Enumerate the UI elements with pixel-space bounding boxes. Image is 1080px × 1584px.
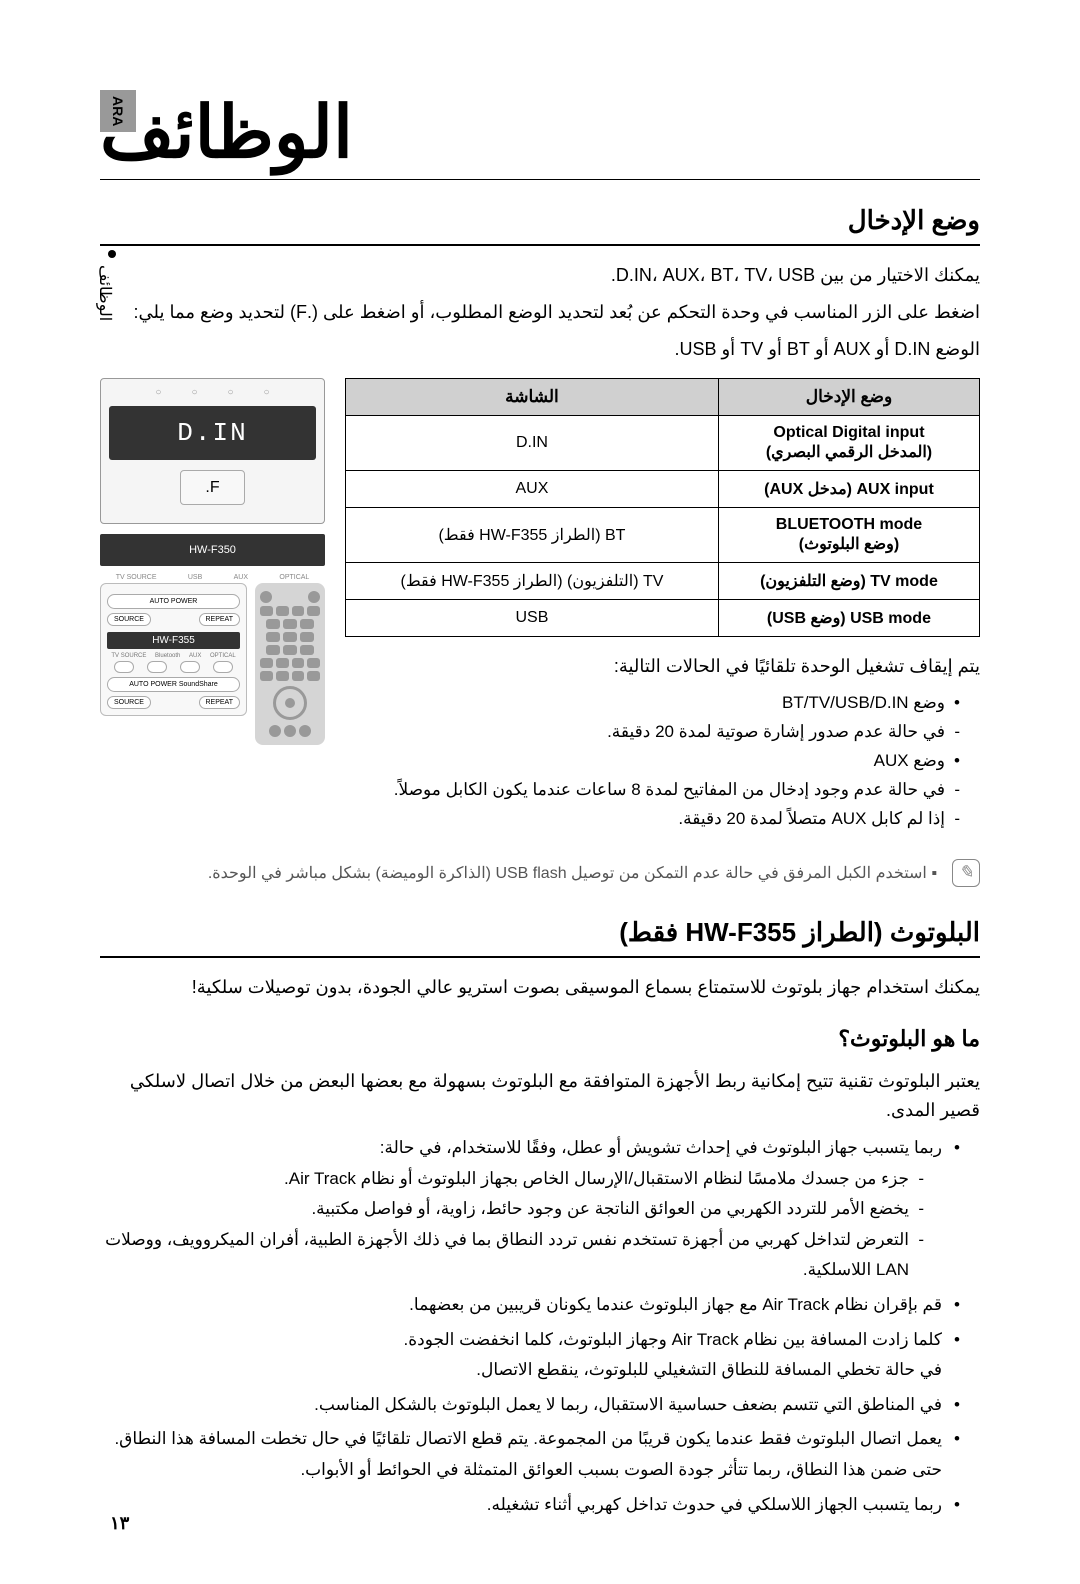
table-row: AUX input (مدخل AUX) AUX	[346, 471, 980, 508]
list-item: يعمل اتصال البلوتوث فقط عندما يكون قريبً…	[100, 1424, 960, 1485]
note-icon: ✎	[952, 859, 980, 887]
list-item: وضع BT/TV/USB/D.IN	[345, 689, 960, 718]
table-cell: AUX	[346, 471, 719, 508]
intro-text-2: اضغط على الزر المناسب في وحدة التحكم عن …	[100, 298, 980, 327]
device-illustration: ○○○○ D.IN F. HW-F350 OPTICAL AUX USB TV …	[100, 378, 325, 833]
autooff-intro: يتم إيقاف تشغيل الوحدة تلقائيًا في الحال…	[345, 652, 980, 681]
table-header-display: الشاشة	[346, 379, 719, 416]
language-tab: ARA	[100, 90, 136, 132]
list-item: وضع AUX	[345, 747, 960, 776]
page-title: الوظائف	[100, 90, 980, 180]
list-item: جزء من جسدك ملامسًا لنظام الاستقبال/الإر…	[100, 1164, 924, 1195]
table-row: TV mode (وضع التلفزيون) TV (التلفزيون) (…	[346, 563, 980, 600]
note-bullet: ▪	[931, 865, 937, 882]
f-button: F.	[180, 470, 245, 505]
list-item: في المناطق التي تتسم بضعف حساسية الاستقب…	[100, 1390, 960, 1421]
list-item: يخضع الأمر للتردد الكهربي من العوائق الن…	[100, 1194, 924, 1225]
list-item: قم بإقران نظام Air Track مع جهاز البلوتو…	[100, 1290, 960, 1321]
side-bullet	[108, 250, 116, 258]
side-section-label: الوظائف	[95, 265, 114, 321]
page-number: ١٣	[110, 1513, 129, 1534]
remote-control	[255, 583, 325, 745]
note-text: استخدم الكبل المرفق في حالة عدم التمكن م…	[208, 865, 927, 882]
note-box: ✎ ▪ استخدم الكبل المرفق في حالة عدم التم…	[100, 854, 980, 892]
table-cell: D.IN	[346, 416, 719, 471]
table-row: USB mode (وضع USB) USB	[346, 600, 980, 637]
table-cell: USB	[346, 600, 719, 637]
list-item: إذا لم كابل AUX متصلاً لمدة 20 دقيقة.	[345, 805, 960, 834]
list-item: في حالة عدم وجود إدخال من المفاتيح لمدة …	[345, 776, 960, 805]
intro-text-1: يمكنك الاختيار من بين D.IN، AUX، BT، TV،…	[100, 261, 980, 290]
table-row: BLUETOOTH mode (وضع البلوتوث) BT (الطراز…	[346, 508, 980, 563]
section-bluetooth-title: البلوتوث (الطراز HW-F355 فقط)	[100, 917, 980, 958]
table-cell: Optical Digital input (المدخل الرقمي الب…	[718, 416, 979, 471]
list-item: ربما يتسبب جهاز البلوتوث في إحداث تشويش …	[100, 1133, 960, 1286]
list-item: في حالة عدم صدور إشارة صوتية لمدة 20 دقي…	[345, 718, 960, 747]
table-cell: BLUETOOTH mode (وضع البلوتوث)	[718, 508, 979, 563]
table-cell: TV (التلفزيون) (الطراز HW-F355 فقط)	[346, 563, 719, 600]
section-input-mode-title: وضع الإدخال	[100, 205, 980, 246]
table-cell: BT (الطراز HW-F355 فقط)	[346, 508, 719, 563]
bt-subtitle: ما هو البلوتوث؟	[100, 1026, 980, 1052]
table-cell: USB mode (وضع USB)	[718, 600, 979, 637]
list-item: التعرض لتداخل كهربي من أجهزة تستخدم نفس …	[100, 1225, 924, 1286]
lcd-display: D.IN	[109, 406, 316, 460]
list-item: كلما زادت المسافة بين نظام Air Track وجه…	[100, 1325, 960, 1386]
table-cell: TV mode (وضع التلفزيون)	[718, 563, 979, 600]
table-header-mode: وضع الإدخال	[718, 379, 979, 416]
list-item: ربما يتسبب الجهاز اللاسلكي في حدوث تداخل…	[100, 1490, 960, 1521]
bt-intro: يمكنك استخدام جهاز بلوتوث للاستمتاع بسما…	[100, 973, 980, 1002]
table-row: Optical Digital input (المدخل الرقمي الب…	[346, 416, 980, 471]
input-mode-table: وضع الإدخال الشاشة Optical Digital input…	[345, 378, 980, 637]
bt-paragraph: يعتبر البلوتوث تقنية تتيح إمكانية ربط ال…	[100, 1067, 980, 1125]
remote-detail: AUTO POWER REPEAT SOURCE HW-F355 OPTICAL…	[100, 583, 247, 716]
soundbar-hw-f350: HW-F350	[100, 534, 325, 566]
table-cell: AUX input (مدخل AUX)	[718, 471, 979, 508]
intro-text-3: الوضع D.IN أو AUX أو BT أو TV أو USB.	[100, 335, 980, 364]
